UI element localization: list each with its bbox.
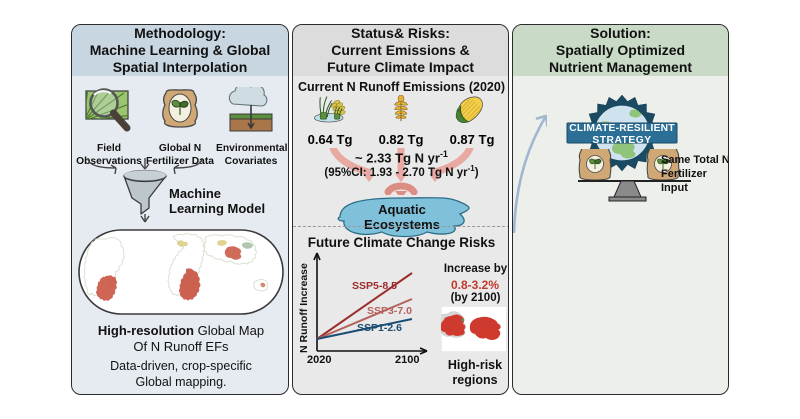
svg-text:STRATEGY: STRATEGY — [592, 135, 651, 146]
svg-text:CLIMATE-RESILIENT: CLIMATE-RESILIENT — [569, 123, 675, 134]
svg-text:2100: 2100 — [395, 354, 419, 366]
svg-text:SSP1-2.6: SSP1-2.6 — [357, 322, 402, 334]
svg-text:Machine: Machine — [169, 186, 221, 201]
svg-text:Ecosystems: Ecosystems — [364, 217, 440, 232]
svg-text:SSP5-8.5: SSP5-8.5 — [352, 280, 397, 292]
svg-text:Aquatic: Aquatic — [378, 202, 426, 217]
svg-text:2020: 2020 — [307, 354, 331, 366]
svg-text:Learning Model: Learning Model — [169, 201, 265, 216]
svg-text:SSP3-7.0: SSP3-7.0 — [367, 305, 412, 317]
svg-text:N Runoff Increase: N Runoff Increase — [298, 263, 310, 353]
